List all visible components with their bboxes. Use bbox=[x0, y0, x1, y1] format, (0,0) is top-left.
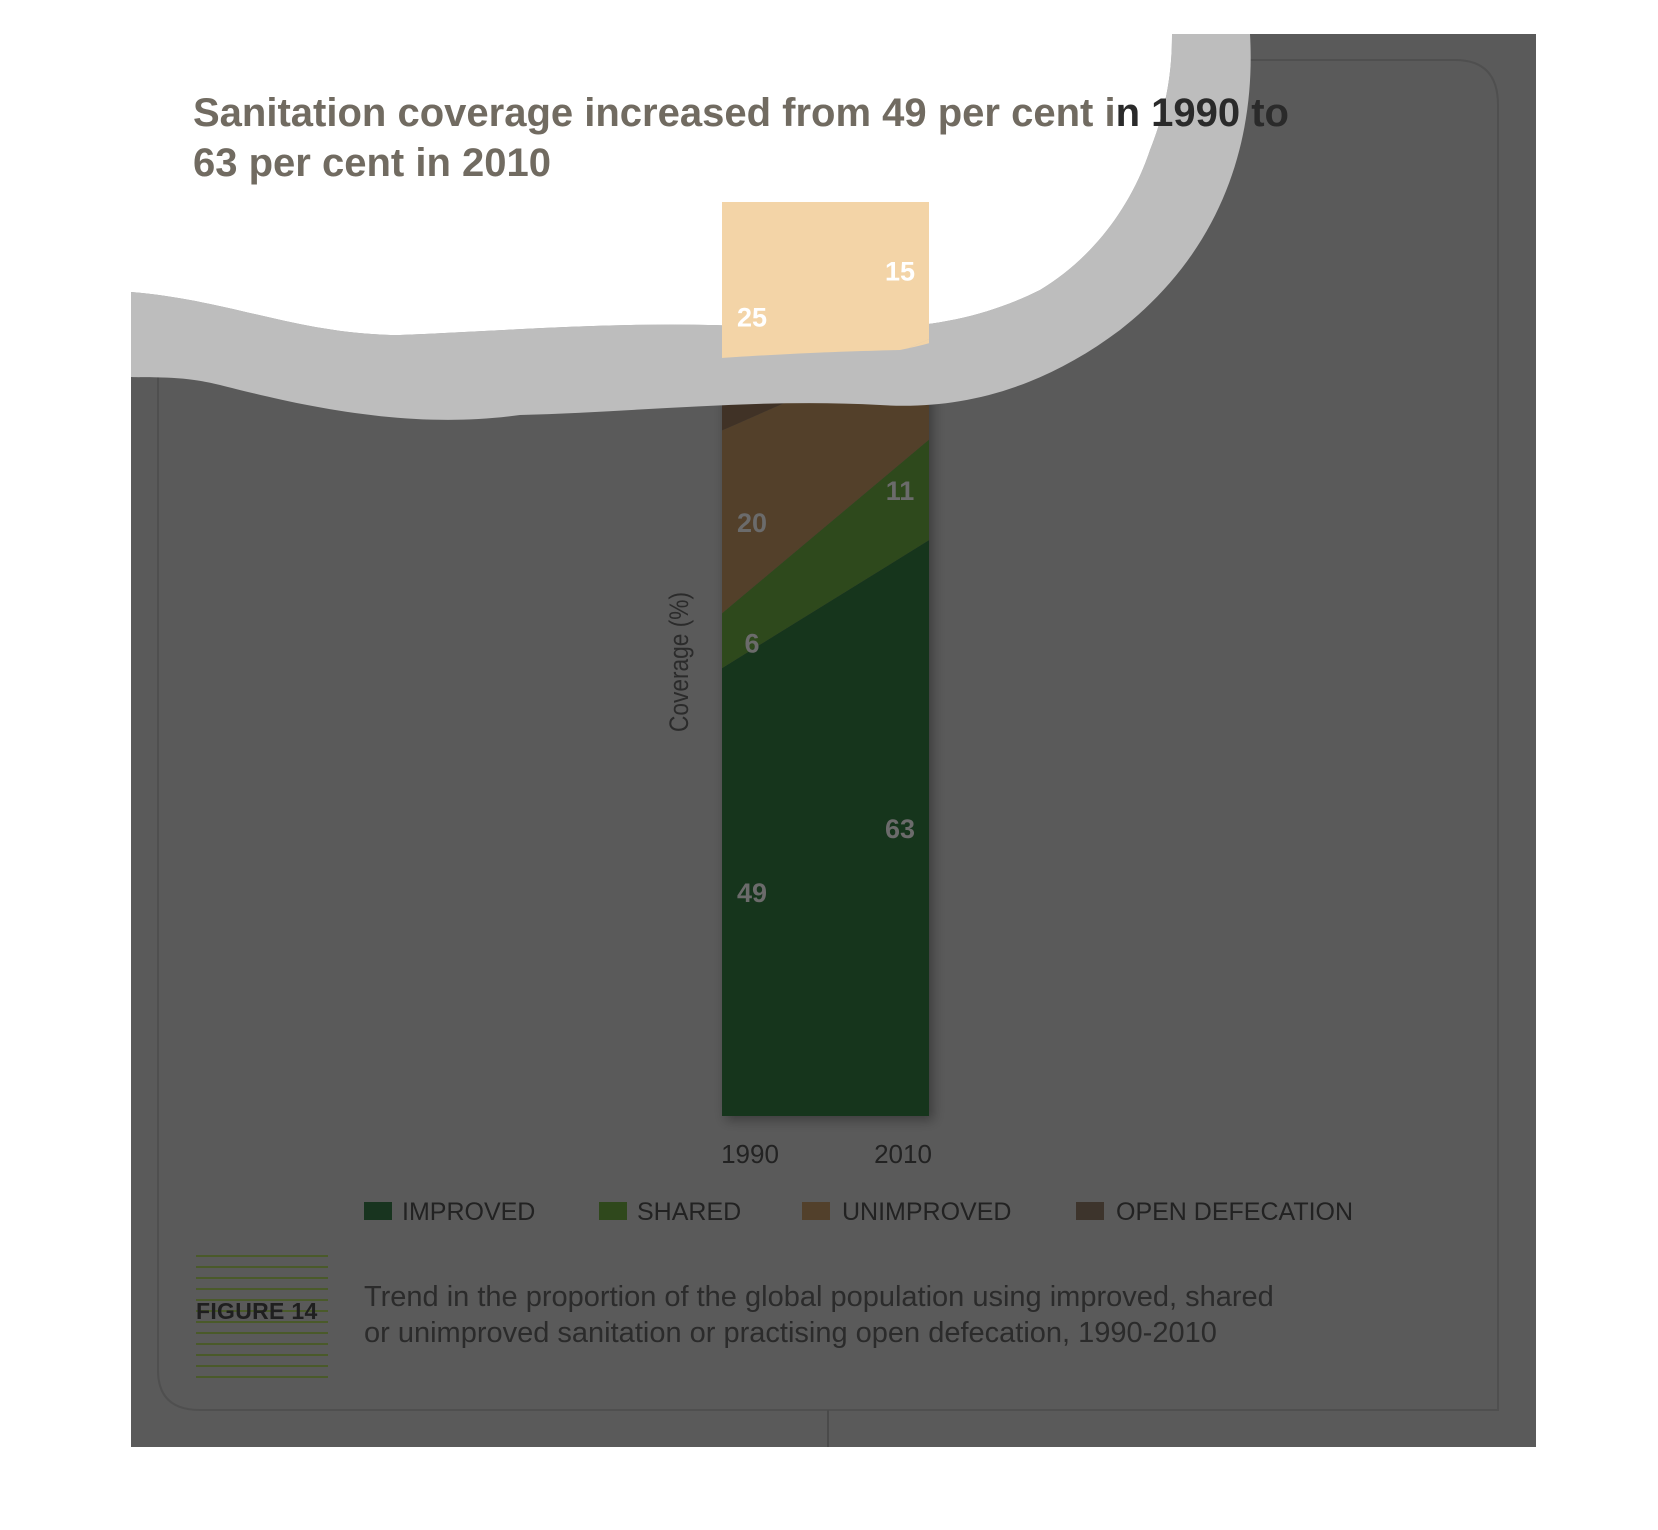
legend-swatch-open-defecation bbox=[1076, 1202, 1104, 1220]
page-curl-rim bbox=[131, 34, 1251, 420]
area-shared bbox=[722, 439, 929, 669]
figure-caption-line-1: Trend in the proportion of the global po… bbox=[364, 1281, 1274, 1313]
figure-caption-line-2: or unimproved sanitation or practising o… bbox=[364, 1317, 1217, 1349]
data-label-improved-2010: 63 bbox=[885, 814, 915, 844]
data-label-shared-1990: 6 bbox=[744, 629, 759, 659]
chart-top-labels: 496361120112515 bbox=[737, 257, 915, 382]
area-improved bbox=[722, 540, 929, 1116]
legend-label-shared: SHARED bbox=[637, 1198, 741, 1226]
panel-frame bbox=[157, 59, 1499, 1411]
legend-label-open-defecation: OPEN DEFECATION bbox=[1116, 1198, 1353, 1226]
chart-title: Sanitation coverage increased from 49 pe… bbox=[193, 88, 1373, 188]
legend-label-improved: IMPROVED bbox=[402, 1198, 535, 1226]
figure-label: FIGURE 14 bbox=[196, 1298, 318, 1324]
legend-swatch-improved bbox=[364, 1202, 392, 1220]
legend-swatch-unimproved bbox=[802, 1202, 830, 1220]
y-axis-label: Coverage (%) bbox=[664, 592, 694, 732]
figure-label-rules bbox=[196, 1255, 328, 1378]
chart-title-part-1: Sanitation coverage increased from 49 pe… bbox=[193, 91, 1116, 135]
data-label-peeled-open-defecation-2010: 15 bbox=[885, 257, 915, 287]
legend: IMPROVED SHARED UNIMPROVED OPEN DEFECATI… bbox=[364, 1198, 1353, 1226]
data-label-improved-1990: 49 bbox=[737, 878, 767, 908]
area-unimproved bbox=[722, 339, 929, 614]
chart-title-line-2: 63 per cent in 2010 bbox=[193, 141, 551, 185]
data-label-shared-2010: 11 bbox=[886, 476, 915, 506]
figure-caption: Trend in the proportion of the global po… bbox=[364, 1279, 1414, 1351]
legend-label-unimproved: UNIMPROVED bbox=[842, 1198, 1011, 1226]
chart-title-part-2: n 1990 to bbox=[1115, 91, 1289, 135]
legend-swatch-shared bbox=[599, 1202, 627, 1220]
x-tick-label-2010: 2010 bbox=[874, 1139, 932, 1169]
data-label-unimproved-1990: 20 bbox=[737, 508, 767, 538]
data-label-peeled-open-defecation-1990: 25 bbox=[737, 302, 767, 332]
x-tick-label-1990: 1990 bbox=[721, 1139, 779, 1169]
